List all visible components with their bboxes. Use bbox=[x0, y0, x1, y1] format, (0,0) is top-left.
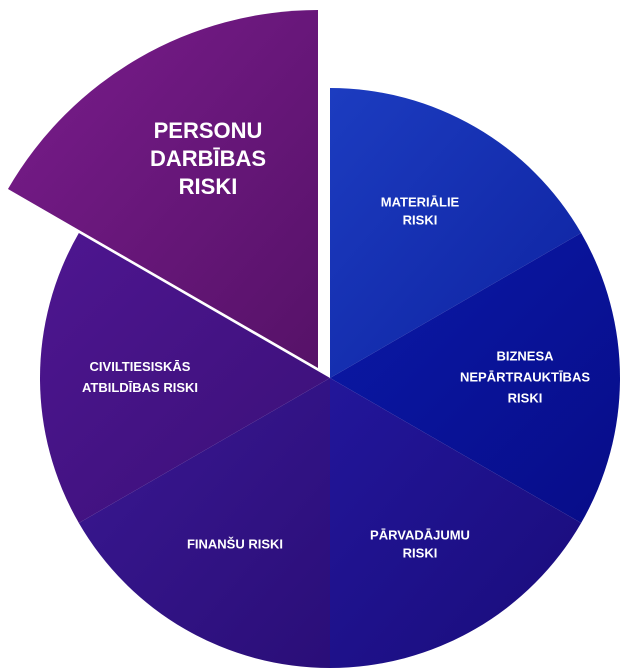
segment-label: DARBĪBAS bbox=[150, 146, 266, 171]
segment-label: RISKI bbox=[179, 174, 238, 199]
segment-label: CIVILTIESISKĀS bbox=[90, 359, 191, 374]
slice bbox=[39, 233, 330, 523]
segment-label: BIZNESA bbox=[496, 348, 554, 363]
slice bbox=[330, 233, 620, 523]
slices bbox=[7, 10, 620, 668]
labels: MATERIĀLIE RISKI BIZNESA NEPĀRTRAUKTĪBAS RIS… bbox=[82, 118, 590, 561]
segment-label: MATERIĀLIE bbox=[381, 194, 460, 209]
slice bbox=[330, 378, 582, 668]
slice bbox=[7, 10, 319, 368]
segment-label: RISKI bbox=[403, 212, 438, 227]
segment-label: FINANŠU RISKI bbox=[187, 536, 283, 551]
segment-label: PĀRVADĀJUMU bbox=[370, 527, 470, 542]
segment-label: ATBILDĪBAS RISKI bbox=[82, 380, 198, 395]
segment-label: RISKI bbox=[508, 390, 543, 405]
slice bbox=[330, 88, 582, 378]
segment-label: PERSONU bbox=[154, 118, 263, 143]
segment-label: NEPĀRTRAUKTĪBAS bbox=[460, 369, 590, 384]
slice bbox=[78, 378, 330, 668]
segment-label: RISKI bbox=[403, 545, 438, 560]
